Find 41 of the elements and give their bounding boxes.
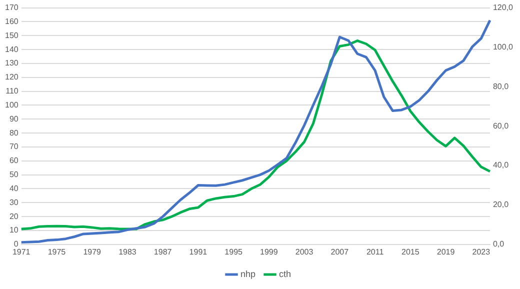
x-tick-label: 1979 <box>83 247 102 256</box>
x-tick-label: 2019 <box>436 247 456 256</box>
x-tick-label: 1971 <box>12 247 31 256</box>
y-tick-label: 70 <box>9 142 19 152</box>
x-tick-label: 1987 <box>154 247 172 256</box>
y-tick-label: 10 <box>9 226 19 235</box>
y-tick-label: 30 <box>9 198 19 207</box>
x-tick-label: 2007 <box>330 247 350 256</box>
x-tick-label: 2023 <box>472 247 491 256</box>
legend-label: nhp <box>240 268 256 279</box>
y-tick-label: 110 <box>6 86 19 96</box>
y-tick-label: 120 <box>4 72 19 82</box>
y2-tick-label: 60,0 <box>492 121 510 130</box>
x-tick-label: 2011 <box>366 247 384 256</box>
y-tick-label: 20 <box>9 212 19 221</box>
y2-tick-label: 100,0 <box>492 42 514 52</box>
y-tick-label: 90 <box>9 114 19 124</box>
y2-tick-label: 80,0 <box>492 82 510 91</box>
x-tick-label: 1983 <box>118 247 137 256</box>
y-tick-label: 50 <box>9 170 19 180</box>
x-tick-label: 1991 <box>189 247 208 256</box>
x-tick-label: 2015 <box>402 247 420 256</box>
y-tick-label: 0 <box>14 240 19 249</box>
y-tick-label: 100 <box>4 100 19 110</box>
legend-label: cth <box>279 268 292 279</box>
y-tick-label: 170 <box>4 3 19 12</box>
y2-tick-label: 40,0 <box>492 160 510 170</box>
y-tick-label: 40 <box>9 184 19 193</box>
y-tick-label: 150 <box>4 30 19 40</box>
y2-tick-label: 120,0 <box>492 3 514 12</box>
y-tick-label: 130 <box>4 58 19 68</box>
y-tick-label: 160 <box>4 16 19 26</box>
x-tick-label: 1999 <box>260 247 278 256</box>
y2-tick-label: 20,0 <box>492 200 510 210</box>
y2-tick-label: 0,0 <box>492 240 505 249</box>
x-tick-label: 1975 <box>48 247 66 256</box>
y-tick-label: 140 <box>4 44 19 54</box>
x-tick-label: 2003 <box>295 247 314 256</box>
y-tick-label: 60 <box>9 156 19 166</box>
y-tick-label: 80 <box>9 128 19 138</box>
x-tick-label: 1995 <box>224 247 244 256</box>
